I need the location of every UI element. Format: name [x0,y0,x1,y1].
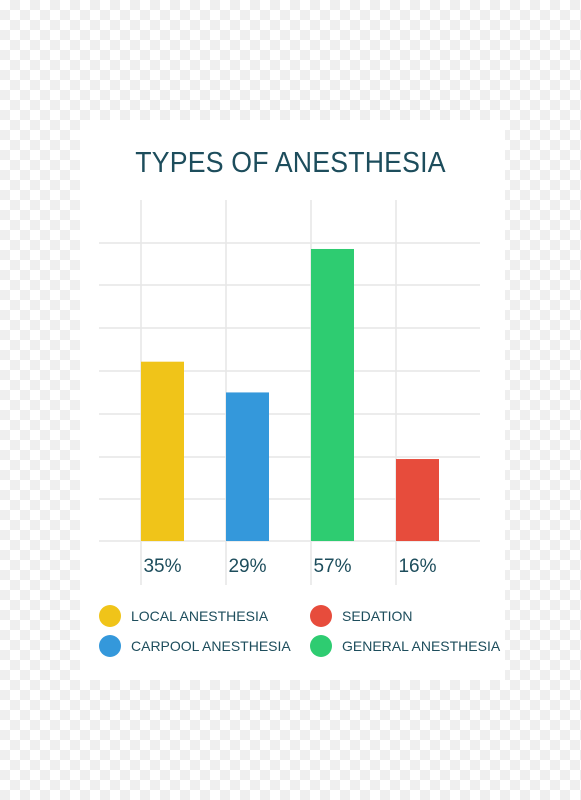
legend-item-local-anesthesia: LOCAL ANESTHESIA [99,605,268,627]
legend-item-carpool-anesthesia: CARPOOL ANESTHESIA [99,635,291,657]
legend-swatch-carpool-anesthesia [99,635,121,657]
bar-local-anesthesia [141,361,184,541]
legend-item-sedation: SEDATION [310,605,413,627]
legend-label-sedation: SEDATION [342,608,413,624]
legend-swatch-local-anesthesia [99,605,121,627]
value-label-general-anesthesia: 57% [313,556,351,577]
value-label-local-anesthesia: 35% [143,556,181,577]
value-label-sedation: 16% [398,556,436,577]
legend-label-carpool-anesthesia: CARPOOL ANESTHESIA [131,638,291,654]
legend-label-general-anesthesia: GENERAL ANESTHESIA [342,638,501,654]
bar-general-anesthesia [311,248,354,541]
legend-item-general-anesthesia: GENERAL ANESTHESIA [310,635,500,657]
bar-carpool-anesthesia [226,392,269,541]
legend-label-local-anesthesia: LOCAL ANESTHESIA [131,608,269,624]
bar-sedation [396,459,439,541]
value-label-carpool-anesthesia: 29% [228,556,266,577]
legend-swatch-general-anesthesia [310,635,332,657]
chart-title: TYPES OF ANESTHESIA [135,147,446,179]
legend-swatch-sedation [310,605,332,627]
